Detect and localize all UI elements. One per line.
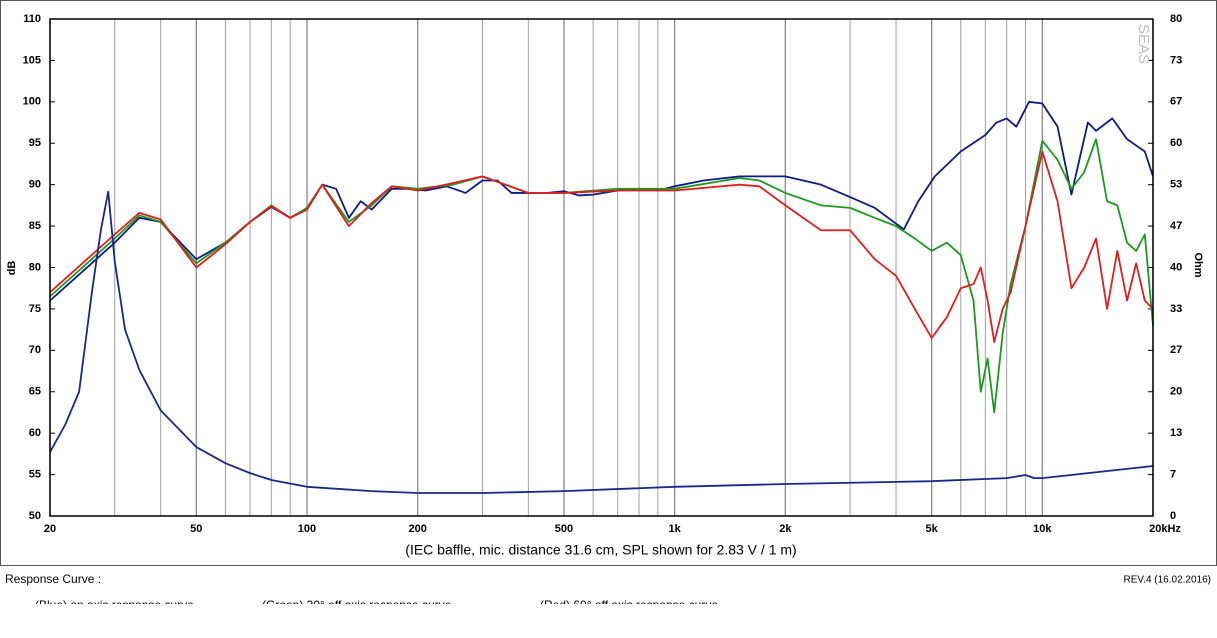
caption: Response Curve : <box>5 572 101 586</box>
legend: (Blue) on axis response curve (Green) 30… <box>35 598 718 612</box>
y-tick-label: 80 <box>29 261 41 273</box>
legend-label: (Green) 30° off axis response curve <box>262 598 452 612</box>
revision: REV.4 (16.02.2016) <box>1124 575 1211 586</box>
y2-tick-label: 80 <box>1170 13 1182 25</box>
y-tick-label: 105 <box>23 54 41 66</box>
y-tick-label: 60 <box>29 427 41 439</box>
y-tick-label: 95 <box>29 137 41 149</box>
y2-axis-label: Ohm <box>1192 252 1204 277</box>
impedance-curve <box>49 190 1154 494</box>
y2-tick-label: 20 <box>1170 386 1182 398</box>
y2-tick-label: 40 <box>1170 261 1182 273</box>
response-curve <box>49 150 1154 343</box>
y2-tick-label: 73 <box>1170 54 1182 66</box>
y-tick-label: 110 <box>23 13 41 25</box>
y-tick-label: 85 <box>29 220 41 232</box>
y-axis-label: dB <box>6 261 18 276</box>
grid <box>49 18 1154 517</box>
y-tick-label: 55 <box>29 468 41 480</box>
legend-label: (Blue) on axis response curve <box>35 598 194 612</box>
frame <box>0 0 1217 566</box>
x-tick-label: 2k <box>779 523 792 535</box>
y-tick-label: 65 <box>29 386 41 398</box>
x-tick-label: 100 <box>298 523 316 535</box>
curves <box>49 100 1154 494</box>
y2-tick-label: 27 <box>1170 344 1182 356</box>
y2-tick-label: 7 <box>1170 468 1176 480</box>
y2-tick-label: 60 <box>1170 137 1182 149</box>
logo: SEAS <box>1135 24 1152 64</box>
x-tick-label: 20 <box>44 523 56 535</box>
y2-tick-label: 0 <box>1170 510 1176 522</box>
y2-tick-label: 67 <box>1170 96 1182 108</box>
x-tick-label: 20kHz <box>1149 523 1181 535</box>
x-tick-label: 10k <box>1033 523 1052 535</box>
y2-tick-label: 53 <box>1170 179 1182 191</box>
x-tick-label: 5k <box>926 523 939 535</box>
x-tick-label: 500 <box>555 523 573 535</box>
y-tick-label: 70 <box>29 344 41 356</box>
plot-border <box>49 18 1154 517</box>
y-tick-label: 50 <box>29 510 41 522</box>
y-tick-label: 100 <box>23 96 41 108</box>
x-tick-label: 200 <box>408 523 426 535</box>
x-tick-label: 50 <box>190 523 202 535</box>
y2-tick-label: 47 <box>1170 220 1182 232</box>
legend-label: (Red) 60° off axis response curve <box>540 598 718 612</box>
x-tick-label: 1k <box>669 523 682 535</box>
y2-tick-label: 33 <box>1170 303 1182 315</box>
y2-tick-label: 13 <box>1170 427 1182 439</box>
x-axis-label: (IEC baffle, mic. distance 31.6 cm, SPL … <box>405 542 796 558</box>
y-tick-label: 75 <box>29 303 41 315</box>
y-tick-label: 90 <box>29 179 41 191</box>
